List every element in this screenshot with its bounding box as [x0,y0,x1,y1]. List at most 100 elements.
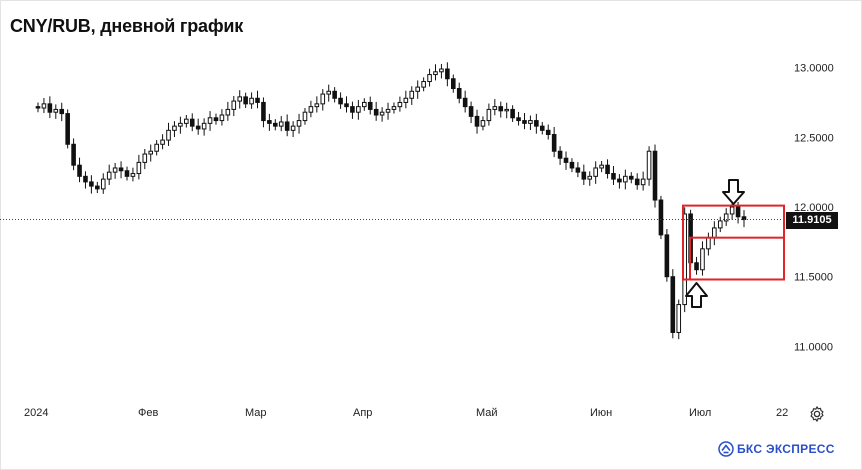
candle [628,172,634,184]
candle [723,208,729,226]
candle-body [700,248,705,271]
candle-body [385,108,391,113]
candle [290,121,296,138]
annotations [682,179,785,308]
candle-body [628,175,634,180]
candle-body [634,178,640,186]
y-tick-label: 11.5000 [794,272,833,284]
candle-body [646,150,652,180]
candle-body [510,108,515,119]
x-tick-label: 2024 [24,407,48,419]
candle-body [344,103,349,108]
candle-body [658,199,664,236]
candle-body [623,175,628,183]
candle-body [273,122,278,127]
candle [136,154,142,180]
candle-body [557,150,563,159]
candle [184,114,189,128]
candlestick-series [35,62,747,340]
candle [77,157,82,183]
candle [581,164,587,185]
x-tick-label: Фев [138,407,158,419]
candle-body [652,150,658,201]
candle-body [563,157,569,163]
candle-body [474,115,480,127]
candle-body [605,164,610,175]
candle [314,96,320,113]
candle-body [379,111,385,116]
candle [41,97,47,114]
candle [670,269,676,339]
candle [148,144,154,162]
candle [516,111,521,126]
candle [593,161,598,184]
candle [623,169,628,190]
candle-body [332,90,337,99]
candle-body [77,164,82,177]
candle [189,113,195,132]
candle-body [189,118,195,127]
candle [100,173,106,194]
candle-body [735,206,741,218]
candle [569,158,575,173]
candle [664,229,670,282]
candle-body [664,234,670,278]
candle-body [676,304,682,333]
candle [397,96,403,112]
candle-body [468,106,474,117]
candle-body [356,106,361,113]
gear-icon[interactable] [808,405,826,423]
candle [178,116,183,134]
candle [658,195,664,240]
candle-body [445,68,450,80]
candle-body [106,171,112,180]
candle-body [195,125,201,130]
candle-body [581,171,587,180]
candle [160,134,165,150]
candle [617,174,622,189]
candle [89,175,94,194]
candle [480,116,486,131]
candle-body [433,71,438,76]
candle-body [599,164,604,169]
arrow-down-icon [722,179,745,205]
candle [249,92,254,109]
candle-body [439,68,444,73]
candle [95,181,100,194]
candle [646,146,652,186]
candle-body [166,129,171,141]
candle [53,104,59,119]
candle-body [231,100,237,110]
candle [201,118,207,136]
candle [676,299,682,340]
candle-body [516,117,521,122]
candle-body [640,178,646,186]
candle [427,68,432,87]
brand-logo: БКС ЭКСПРЕСС [718,440,835,458]
candle-body [670,276,676,333]
candle [575,162,581,178]
candle [486,103,492,126]
candle-body [35,106,41,109]
x-axis: 2024 Фев Мар Апр Май Июн Июл 22 [24,407,788,419]
candle [273,119,278,131]
candle-body [617,178,622,183]
candle-body [89,181,94,187]
candle [605,159,610,179]
candle [225,101,231,121]
candle [261,97,266,128]
candle-body [219,114,225,122]
candle [706,232,711,256]
candle-body [373,108,379,116]
candle-body [243,96,248,105]
candle [296,113,302,134]
candle [415,80,420,99]
candle-body [480,120,486,127]
x-tick-label: Апр [353,407,372,419]
candle [71,138,76,171]
candle [154,140,159,156]
candle-body [296,120,302,127]
candle [439,63,444,79]
candle-body [593,167,598,177]
